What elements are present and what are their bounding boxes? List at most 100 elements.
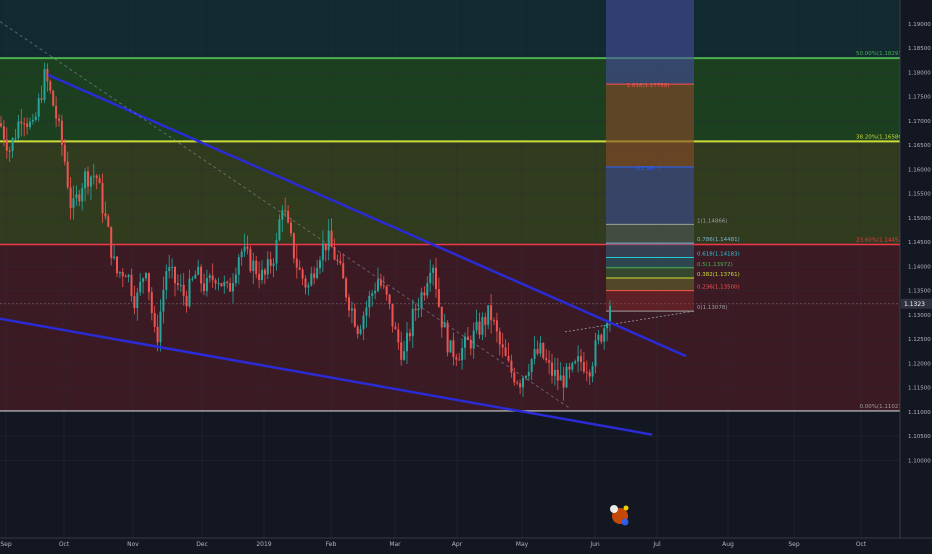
- candle-body: [208, 275, 211, 279]
- current-price-label: 1.1323: [904, 301, 925, 308]
- fib-small-label: 0.786(1.14481): [697, 237, 740, 243]
- candle-body: [466, 336, 469, 340]
- candle-body: [571, 362, 574, 370]
- y-tick-label: 1.18500: [908, 46, 931, 52]
- zone-236-0: [0, 244, 900, 411]
- candle-body: [290, 222, 292, 234]
- descending-trendline-lower[interactable]: [0, 317, 653, 436]
- candle-body: [287, 210, 290, 223]
- x-tick-label: Dec: [196, 541, 208, 548]
- candle-body: [345, 278, 348, 298]
- candle-body: [269, 259, 272, 266]
- candle-body: [379, 279, 382, 286]
- fib-small-anchor-line: [564, 310, 695, 333]
- candle-body: [165, 271, 168, 290]
- candle-body: [5, 139, 8, 151]
- candle-body: [391, 303, 394, 327]
- candle-body: [263, 269, 266, 275]
- candle-body: [66, 161, 69, 188]
- candle-body: [182, 284, 185, 296]
- candle-body: [437, 289, 440, 307]
- candle-body: [81, 188, 84, 202]
- candle-body: [348, 297, 350, 311]
- candle-body: [200, 266, 203, 284]
- candle-body: [333, 246, 336, 260]
- fib-small-label: 1(1.14866): [697, 218, 728, 224]
- zone-top: [0, 0, 900, 59]
- candle-body: [475, 321, 478, 331]
- y-tick-label: 1.11500: [908, 386, 931, 392]
- y-tick-label: 1.11000: [908, 410, 931, 416]
- candle-body: [234, 274, 237, 284]
- candle-body: [324, 243, 327, 251]
- candle-body: [0, 123, 2, 127]
- candle-body: [75, 194, 78, 199]
- candle-body: [284, 210, 287, 212]
- candle-body: [516, 382, 519, 384]
- candle-body: [339, 260, 342, 264]
- candle-body: [498, 331, 501, 345]
- candle-body: [414, 308, 417, 311]
- event-marker-icon[interactable]: [610, 505, 618, 513]
- candle-body: [356, 326, 359, 334]
- candle-body: [118, 272, 121, 274]
- fib-small-label: 0.382(1.13761): [697, 272, 740, 278]
- fib-small-zone: [606, 224, 694, 244]
- candle-body: [203, 283, 205, 292]
- candle-body: [374, 290, 377, 294]
- candle-body: [562, 375, 565, 388]
- candle-body: [371, 293, 374, 296]
- candle-body: [469, 339, 472, 349]
- candle-body: [243, 246, 246, 252]
- candle-body: [142, 278, 145, 282]
- candle-body: [185, 295, 188, 307]
- y-tick-label: 1.19000: [908, 22, 931, 28]
- descending-trendline-upper[interactable]: [47, 73, 687, 358]
- candle-body: [440, 306, 443, 328]
- candle-body: [237, 257, 240, 275]
- candle-body: [588, 372, 591, 377]
- candle-body: [553, 369, 556, 376]
- candle-body: [406, 332, 408, 352]
- fib-small-zone: [606, 267, 694, 278]
- candle-body: [530, 359, 533, 373]
- candle-body: [507, 355, 510, 361]
- candle-body: [504, 347, 507, 356]
- fib-ext-blue-mid: [606, 167, 694, 225]
- x-tick-label: 2019: [256, 541, 271, 548]
- candle-body: [481, 317, 484, 335]
- candle-body: [495, 320, 498, 332]
- candle-body: [278, 219, 281, 241]
- fib-level-label: 23.60%(1.14452): [856, 237, 904, 243]
- candle-body: [275, 240, 278, 264]
- candle-body: [429, 272, 432, 284]
- candle-body: [162, 289, 165, 312]
- candle-body: [171, 267, 174, 269]
- candle-body: [197, 266, 200, 275]
- candle-body: [292, 233, 295, 259]
- candle-body: [92, 175, 95, 177]
- candle-body: [591, 366, 594, 377]
- candle-body: [446, 322, 449, 353]
- candle-body: [298, 267, 301, 270]
- candle-body: [121, 272, 124, 277]
- x-tick-label: Jul: [652, 541, 661, 548]
- candle-body: [455, 357, 458, 360]
- candle-body: [63, 144, 66, 162]
- event-marker-icon[interactable]: [621, 518, 629, 526]
- candle-body: [478, 321, 481, 335]
- y-tick-label: 1.14500: [908, 240, 931, 246]
- candle-body: [539, 343, 542, 354]
- y-tick-label: 1.18000: [908, 70, 931, 76]
- fib-ext-label: 1.618(1.17758): [627, 83, 670, 89]
- event-marker-icon[interactable]: [623, 505, 629, 511]
- candle-body: [133, 296, 136, 309]
- candle-body: [20, 121, 23, 124]
- y-tick-label: 1.10000: [908, 458, 931, 464]
- candle-body: [23, 123, 26, 125]
- fib-small-label: 0(1.13078): [697, 305, 728, 311]
- candle-body: [423, 292, 426, 296]
- candle-body: [17, 121, 20, 139]
- candle-body: [150, 292, 153, 314]
